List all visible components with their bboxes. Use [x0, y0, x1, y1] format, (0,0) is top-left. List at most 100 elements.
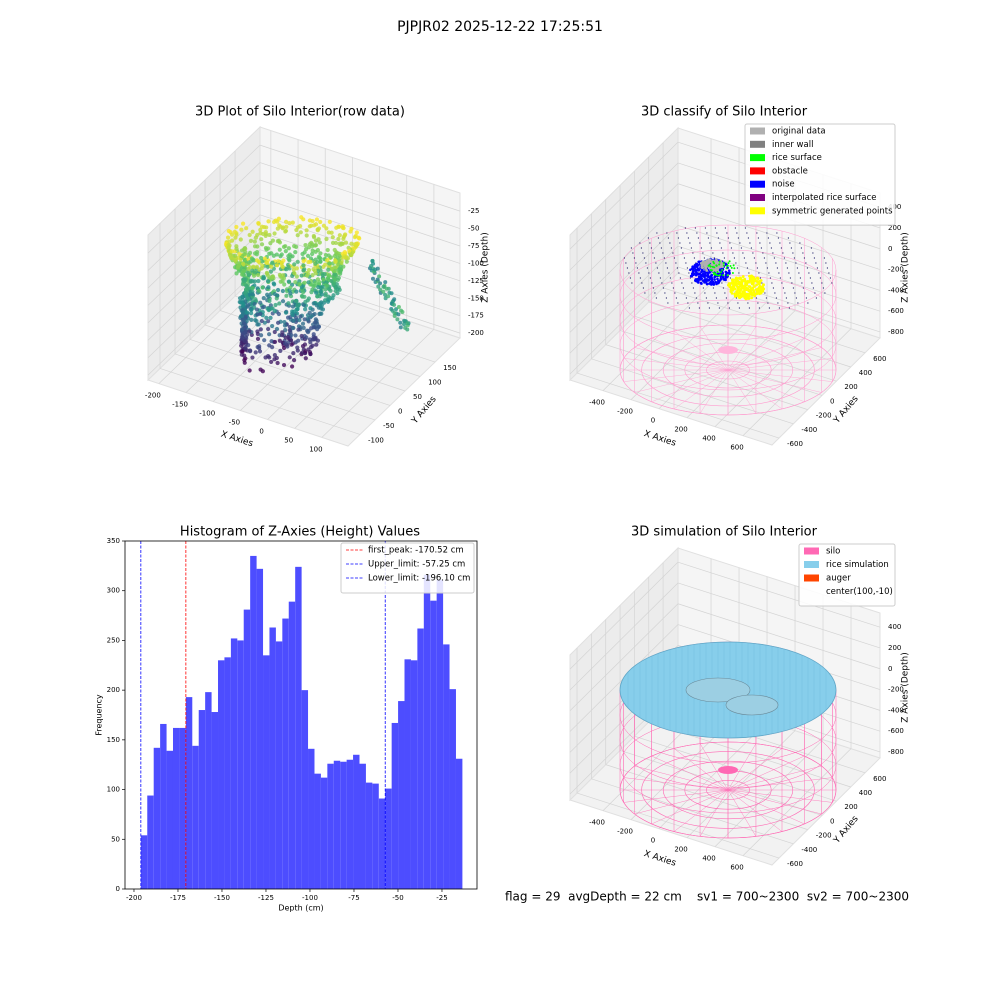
- bar: [353, 754, 360, 889]
- point: [713, 275, 716, 279]
- point: [286, 264, 291, 269]
- point: [337, 233, 342, 238]
- point: [268, 269, 274, 274]
- point: [301, 268, 306, 273]
- point: [259, 318, 264, 324]
- grid-line: [742, 328, 852, 436]
- legend-label: auger: [826, 574, 851, 584]
- point: [344, 254, 349, 260]
- point: [656, 267, 659, 269]
- bar: [423, 574, 431, 889]
- point: [822, 287, 825, 289]
- point: [668, 272, 670, 274]
- point: [697, 272, 701, 276]
- point: [724, 227, 727, 229]
- point: [307, 218, 312, 223]
- point: [692, 272, 696, 276]
- point: [254, 307, 260, 312]
- point: [790, 247, 793, 249]
- point: [720, 261, 723, 265]
- legend-box: [340, 542, 475, 594]
- point: [264, 247, 269, 252]
- bar: [346, 759, 354, 889]
- legend-label: silo: [826, 547, 840, 557]
- point: [686, 232, 688, 234]
- bar: [230, 638, 238, 889]
- point: [690, 247, 693, 249]
- point: [748, 274, 751, 278]
- point: [331, 293, 336, 298]
- x-tick-label: -25: [436, 894, 447, 902]
- grid-line: [569, 162, 679, 271]
- point: [730, 278, 734, 282]
- point: [303, 356, 308, 361]
- silo-wire: [727, 789, 805, 825]
- point: [625, 262, 627, 264]
- point: [781, 282, 783, 284]
- point: [795, 297, 798, 299]
- grid-line: [259, 179, 461, 247]
- point: [378, 281, 383, 286]
- point: [329, 267, 334, 272]
- legend-swatch: [750, 167, 765, 175]
- legend-label: first_peak: -170.52 cm: [368, 546, 464, 556]
- y-tick-label: 0: [830, 817, 834, 825]
- point: [786, 267, 789, 269]
- point: [307, 350, 313, 355]
- point: [652, 252, 654, 254]
- point: [740, 247, 743, 249]
- point: [748, 285, 752, 289]
- point: [392, 297, 397, 302]
- point: [282, 323, 288, 328]
- point: [733, 293, 737, 296]
- point: [240, 294, 245, 299]
- z-tick-label: 0: [888, 665, 892, 673]
- point: [312, 320, 318, 325]
- point: [287, 328, 292, 333]
- point: [655, 297, 658, 299]
- point: [260, 285, 265, 290]
- point: [299, 285, 304, 290]
- point: [736, 232, 738, 234]
- point: [248, 279, 253, 284]
- point: [304, 228, 309, 233]
- point: [244, 283, 249, 288]
- point: [291, 267, 296, 272]
- point: [376, 284, 381, 289]
- point: [805, 297, 808, 299]
- point: [283, 310, 289, 315]
- point: [703, 264, 707, 268]
- point: [398, 320, 403, 325]
- silo-wire: [619, 741, 837, 839]
- point: [375, 266, 380, 271]
- grid-line: [677, 204, 881, 270]
- point: [248, 311, 254, 316]
- point: [253, 318, 258, 323]
- point: [831, 282, 833, 284]
- silo-wire: [623, 777, 729, 791]
- point: [638, 272, 640, 274]
- point: [703, 281, 706, 284]
- point: [758, 284, 762, 288]
- z-tick-label: -800: [888, 748, 904, 756]
- point: [662, 287, 665, 289]
- point: [687, 302, 689, 304]
- point: [750, 282, 754, 286]
- legend-swatch: [750, 180, 765, 188]
- point: [730, 266, 733, 269]
- point: [250, 229, 255, 234]
- point: [326, 274, 332, 279]
- point: [747, 237, 750, 239]
- grid-line: [321, 329, 435, 438]
- legend-box: [744, 123, 896, 226]
- point: [287, 355, 292, 360]
- point: [250, 292, 255, 297]
- point: [271, 219, 277, 225]
- point: [745, 295, 748, 299]
- point: [250, 268, 255, 273]
- point: [242, 338, 247, 344]
- bar: [256, 568, 264, 889]
- point: [305, 253, 311, 258]
- x-tick-label: 600: [730, 864, 743, 872]
- point: [722, 264, 725, 267]
